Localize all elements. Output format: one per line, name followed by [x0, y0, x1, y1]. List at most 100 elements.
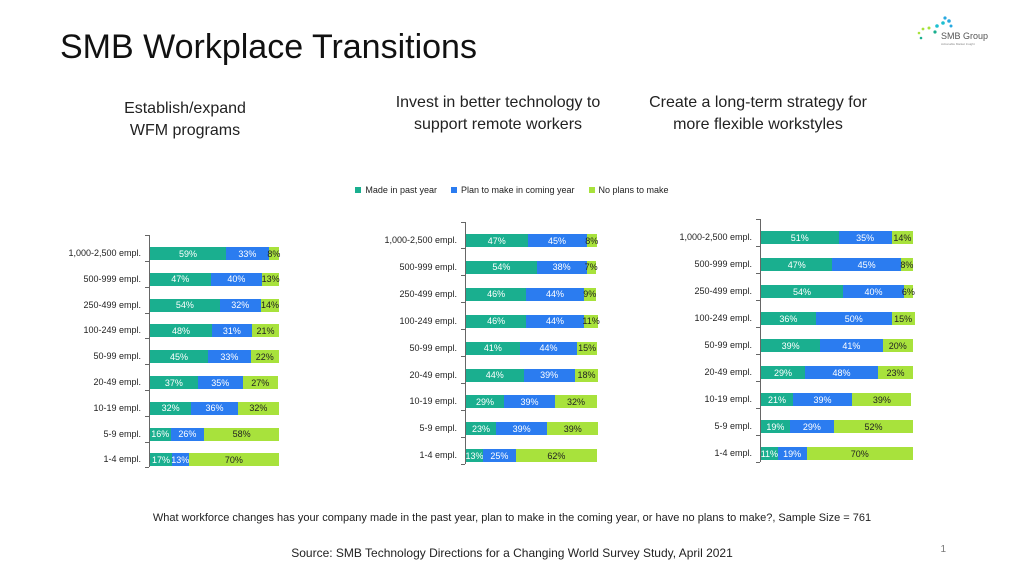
bar-segment-no-plans-to-make: 70%: [188, 453, 279, 467]
bar-segment-no-plans-to-make: 8%: [267, 247, 281, 260]
axis-tick: [756, 299, 760, 301]
bar-segment-no-plans-to-make: 20%: [882, 339, 913, 352]
axis-tick: [461, 409, 465, 411]
bar-segment-made-in-past-year: 54%: [150, 298, 220, 312]
bar-segment-no-plans-to-make: 11%: [582, 314, 600, 328]
category-label: 100-249 empl.: [399, 315, 457, 326]
svg-text:Actionable Market Insight: Actionable Market Insight: [941, 42, 975, 46]
bar-segment-no-plans-to-make: 32%: [555, 395, 597, 409]
category-label: 10-19 empl.: [93, 402, 141, 413]
bar-segment-made-in-past-year: 19%: [761, 420, 790, 433]
axis-tick: [145, 235, 149, 237]
axis-tick: [756, 380, 760, 382]
bar-segment-no-plans-to-make: 14%: [260, 298, 279, 312]
bar-segment-made-in-past-year: 11%: [760, 447, 779, 460]
axis-tick: [461, 463, 465, 465]
axis-tick: [461, 221, 465, 223]
bar-segment-plan-to-make-in-coming-year: 29%: [789, 420, 834, 433]
category-label: 1,000-2,500 empl.: [68, 248, 141, 258]
logo-dots-icon: SMB Group Actionable Market Insight: [917, 16, 988, 46]
bar-segment-no-plans-to-make: 8%: [585, 234, 599, 247]
bar-segment-plan-to-make-in-coming-year: 50%: [815, 312, 892, 325]
legend-swatch: [588, 187, 595, 193]
bar-segment-plan-to-make-in-coming-year: 38%: [536, 260, 587, 274]
bar-segment-made-in-past-year: 46%: [466, 287, 527, 301]
category-label: 100-249 empl.: [83, 325, 141, 336]
bar-segment-made-in-past-year: 44%: [466, 368, 524, 382]
bar-segment-plan-to-make-in-coming-year: 33%: [226, 247, 269, 260]
chart-2-subtitle: Invest in better technology to support r…: [395, 94, 601, 133]
axis-tick: [461, 302, 465, 304]
category-label: 20-49 empl.: [93, 377, 141, 387]
axis-tick: [145, 467, 149, 469]
bar-segment-plan-to-make-in-coming-year: 45%: [527, 234, 587, 247]
category-label: 5-9 empl.: [714, 421, 752, 431]
bar-segment-no-plans-to-make: 58%: [204, 427, 279, 441]
axis-tick: [145, 389, 149, 391]
slide-title: SMB Workplace Transitions: [60, 28, 477, 66]
svg-text:SMB Group: SMB Group: [941, 31, 988, 41]
category-label: 1,000-2,500 empl.: [384, 235, 457, 245]
axis-tick: [756, 461, 760, 463]
legend-label: Made in past year: [365, 185, 437, 195]
chart-1-subtitle: Establish/expand WFM programs: [124, 100, 246, 139]
axis-tick: [461, 329, 465, 331]
bar-segment-plan-to-make-in-coming-year: 40%: [210, 272, 263, 286]
axis-tick: [461, 356, 465, 358]
legend-swatch: [355, 187, 362, 193]
axis-tick: [145, 260, 149, 262]
bar-segment-made-in-past-year: 47%: [761, 258, 833, 271]
axis-tick: [756, 245, 760, 247]
bar-segment-plan-to-make-in-coming-year: 35%: [838, 231, 892, 244]
legend-label: Plan to make in coming year: [460, 185, 575, 195]
axis-tick: [145, 441, 149, 443]
bar-segment-plan-to-make-in-coming-year: 32%: [219, 298, 261, 312]
chart-3-axis: [760, 218, 761, 462]
bar-segment-no-plans-to-make: 18%: [574, 368, 599, 382]
bar-segment-made-in-past-year: 41%: [466, 341, 520, 355]
axis-tick: [145, 338, 149, 340]
bar-segment-no-plans-to-make: 6%: [901, 285, 915, 298]
bar-segment-plan-to-make-in-coming-year: 48%: [805, 366, 879, 379]
axis-tick: [145, 312, 149, 314]
bar-segment-plan-to-make-in-coming-year: 40%: [843, 285, 904, 298]
bar-segment-plan-to-make-in-coming-year: 25%: [483, 449, 516, 463]
bar-segment-made-in-past-year: 29%: [761, 366, 806, 379]
legend-item-made: Made in past year: [355, 185, 437, 195]
bar-segment-made-in-past-year: 23%: [466, 422, 497, 436]
category-label: 1-4 empl.: [419, 450, 457, 461]
legend: Made in past year Plan to make in coming…: [0, 185, 1024, 195]
chart-2-axis: [465, 221, 466, 464]
smb-group-logo: SMB Group Actionable Market Insight: [915, 14, 1015, 50]
chart-3-subtitle: Create a long-term strategy for more fle…: [649, 94, 867, 133]
legend-swatch: [450, 187, 457, 193]
axis-tick: [756, 218, 760, 220]
bar-segment-no-plans-to-make: 62%: [515, 449, 597, 463]
axis-tick: [756, 434, 760, 436]
page-number: 1: [940, 544, 946, 555]
axis-tick: [461, 436, 465, 438]
axis-tick: [145, 364, 149, 366]
bar-segment-no-plans-to-make: 15%: [577, 341, 597, 355]
bar-segment-plan-to-make-in-coming-year: 39%: [523, 368, 575, 382]
legend-item-plan: Plan to make in coming year: [450, 185, 575, 195]
bar-segment-plan-to-make-in-coming-year: 45%: [832, 258, 901, 271]
bar-segment-plan-to-make-in-coming-year: 44%: [526, 314, 584, 328]
axis-tick: [756, 326, 760, 328]
bar-segment-plan-to-make-in-coming-year: 39%: [496, 422, 548, 436]
bar-segment-plan-to-make-in-coming-year: 39%: [503, 395, 556, 409]
category-label: 50-99 empl.: [93, 351, 141, 362]
bar-segment-plan-to-make-in-coming-year: 26%: [170, 427, 205, 441]
bar-segment-no-plans-to-make: 8%: [900, 258, 914, 271]
bar-segment-made-in-past-year: 51%: [761, 231, 839, 244]
bar-segment-plan-to-make-in-coming-year: 39%: [792, 393, 853, 406]
bar-segment-no-plans-to-make: 27%: [242, 376, 278, 389]
bar-segment-made-in-past-year: 47%: [466, 234, 528, 247]
category-label: 250-499 empl.: [694, 286, 752, 296]
bar-segment-made-in-past-year: 45%: [150, 350, 209, 364]
bar-segment-plan-to-make-in-coming-year: 13%: [171, 453, 190, 467]
bar-segment-no-plans-to-make: 14%: [891, 231, 913, 244]
bar-segment-made-in-past-year: 21%: [761, 393, 793, 406]
category-label: 1-4 empl.: [103, 454, 141, 465]
category-label: 500-999 empl.: [694, 259, 752, 269]
